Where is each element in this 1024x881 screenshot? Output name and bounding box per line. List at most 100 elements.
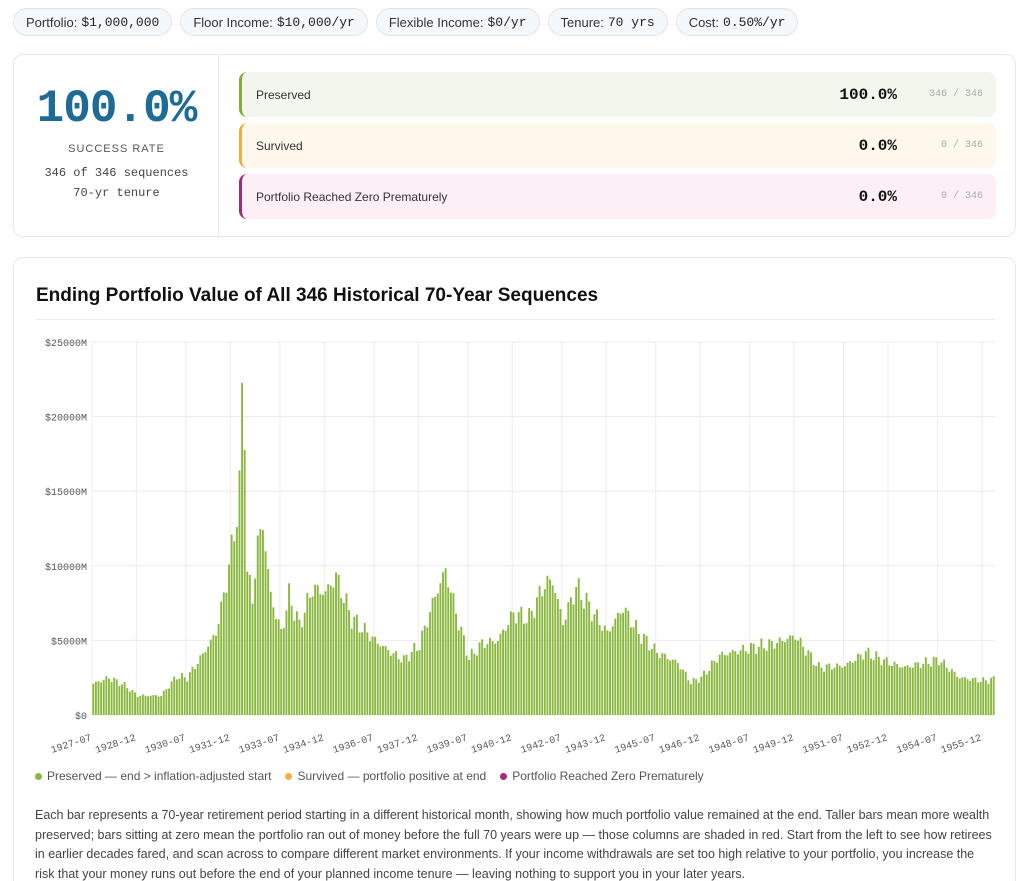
bar: [554, 593, 557, 715]
bar: [152, 695, 155, 715]
bar: [977, 682, 979, 715]
bar: [178, 678, 181, 715]
bar: [682, 669, 685, 715]
x-tick-label: 1934-12: [282, 733, 325, 756]
legend-item: Preserved — end > inflation-adjusted sta…: [35, 769, 271, 783]
success-rate-label: SUCCESS RATE: [68, 143, 165, 155]
bar: [721, 651, 724, 715]
bar: [627, 610, 630, 715]
bar: [128, 691, 131, 715]
bar: [783, 642, 786, 715]
param-label: Floor Income:: [193, 14, 273, 30]
bar: [389, 655, 392, 715]
bar: [710, 660, 713, 715]
bar: [817, 662, 820, 715]
bar: [883, 659, 886, 715]
bar: [666, 659, 669, 715]
bar: [596, 609, 598, 715]
bar: [729, 652, 732, 715]
bar: [643, 633, 645, 715]
bar: [262, 530, 264, 715]
param-pill: Flexible Income: $0/yr: [375, 8, 540, 36]
bar: [601, 630, 604, 715]
x-tick-label: 1943-12: [564, 733, 607, 756]
bar: [173, 676, 176, 715]
bar: [186, 681, 189, 715]
bar: [841, 667, 844, 715]
bar: [789, 635, 792, 715]
bar: [927, 663, 930, 715]
bar: [888, 665, 891, 715]
param-pill: Cost: 0.50%/yr: [675, 8, 799, 36]
bar: [149, 695, 152, 715]
bar: [225, 592, 228, 715]
bar: [632, 627, 635, 715]
bar: [473, 653, 476, 715]
bar: [449, 592, 452, 715]
bar: [836, 663, 839, 715]
bar: [134, 692, 137, 715]
bar: [121, 684, 123, 715]
outcome-count: 0 / 346: [940, 140, 983, 151]
bar: [823, 671, 825, 715]
bar: [327, 584, 330, 715]
bar: [765, 650, 768, 715]
tenure-label: 70-yr tenure: [73, 186, 160, 200]
bar: [703, 670, 705, 715]
bar: [752, 643, 755, 715]
bar: [577, 578, 580, 715]
bar: [549, 579, 551, 715]
bar: [562, 625, 565, 715]
x-tick-label: 1936-07: [332, 733, 375, 756]
bar: [303, 612, 306, 715]
bar: [948, 671, 951, 715]
bar: [408, 661, 411, 715]
bar: [376, 643, 379, 715]
bar: [105, 675, 108, 715]
bar: [922, 663, 925, 715]
bar: [405, 654, 408, 715]
chart-title: Ending Portfolio Value of All 346 Histor…: [36, 285, 599, 306]
bar: [739, 650, 742, 715]
bar: [687, 680, 690, 715]
chart-legend: Preserved — end > inflation-adjusted sta…: [35, 769, 704, 783]
bar: [851, 662, 854, 715]
bar: [288, 583, 290, 715]
bar: [522, 623, 525, 715]
bar: [486, 643, 489, 715]
bar: [118, 685, 121, 715]
bar: [314, 584, 317, 715]
bar: [476, 655, 478, 715]
legend-swatch: [500, 772, 508, 780]
bar: [222, 592, 225, 715]
bar: [804, 655, 807, 715]
bar: [196, 664, 199, 715]
bar: [984, 680, 987, 715]
bar: [705, 674, 708, 715]
bar: [418, 650, 421, 715]
bar: [778, 637, 781, 715]
bar: [700, 676, 703, 715]
bar: [100, 682, 103, 715]
bar: [987, 683, 990, 715]
bar: [588, 601, 591, 715]
bar: [716, 662, 718, 715]
bar: [275, 619, 277, 715]
bar: [141, 694, 144, 715]
bar: [794, 639, 797, 715]
bar: [637, 633, 640, 715]
bar: [990, 677, 993, 715]
bar: [757, 646, 760, 715]
bar: [468, 659, 471, 715]
x-tick-label: 1951-07: [802, 733, 845, 756]
legend-item: Portfolio Reached Zero Prematurely: [500, 769, 704, 783]
bar: [139, 695, 142, 715]
bar: [679, 669, 682, 715]
bar: [400, 662, 403, 715]
bar: [893, 661, 896, 715]
outcome-name: Preserved: [256, 87, 311, 102]
bar: [697, 682, 700, 715]
bar: [768, 639, 771, 715]
bar: [974, 677, 977, 715]
bar: [329, 585, 332, 715]
